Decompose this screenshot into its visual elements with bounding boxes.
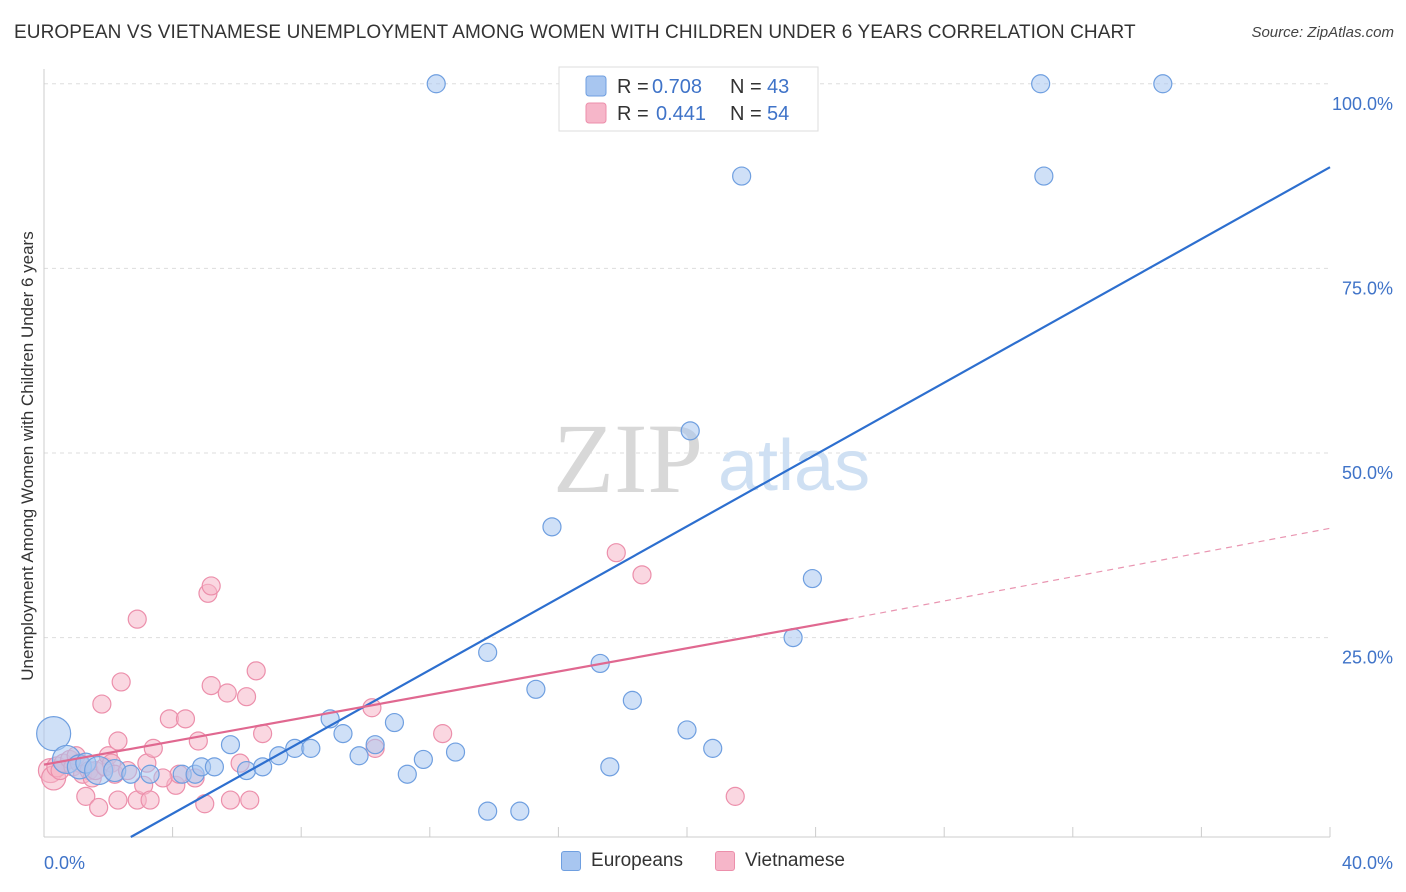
legend-n-label-1: N =	[730, 103, 762, 125]
european-point-34	[677, 720, 697, 740]
european-point-7	[140, 764, 160, 784]
european-point-37	[783, 628, 803, 648]
european-point-27	[478, 801, 498, 821]
european-point-43	[1153, 74, 1173, 94]
y-tick-label-0: 25.0%	[1342, 648, 1393, 668]
european-point-15	[269, 746, 289, 766]
vietnamese-point-30	[159, 709, 179, 729]
trend-lines	[43, 166, 1331, 838]
legend-n-label-0: N =	[730, 76, 762, 98]
european-point-29	[526, 679, 546, 699]
european-point-0	[36, 716, 72, 752]
european-point-24	[413, 749, 433, 770]
y-tick-label-3: 100.0%	[1332, 94, 1393, 114]
legend-item-europeans: Europeans	[561, 850, 683, 872]
europeans-label: Europeans	[591, 850, 683, 871]
european-point-25	[445, 742, 466, 762]
y-tick-label-1: 50.0%	[1342, 463, 1393, 483]
european-point-40	[732, 166, 752, 186]
vietnamese-point-39	[217, 683, 237, 703]
legend-n-value-1: 54	[767, 103, 789, 125]
european-point-26	[478, 642, 498, 662]
legend-item-vietnamese: Vietnamese	[714, 850, 845, 872]
legend-n-value-0: 43	[767, 76, 789, 98]
stats-legend: R = 0.708 N = 43 R = 0.441 N = 54	[558, 66, 819, 132]
european-point-20	[349, 746, 369, 766]
legend-r-value-1: 0.441	[656, 103, 706, 125]
vietnamese-swatch	[714, 851, 735, 871]
axes	[43, 69, 1331, 838]
european-point-6	[121, 764, 141, 784]
vietnamese-point-25	[127, 609, 147, 629]
vietnamese-point-28	[140, 790, 160, 810]
series-legend: Europeans Vietnamese	[0, 850, 1406, 872]
european-point-14	[253, 757, 273, 777]
vietnamese-point-15	[92, 694, 112, 714]
grid-lines	[44, 83, 1330, 639]
european-point-38	[802, 568, 822, 589]
european-point-30	[542, 517, 562, 537]
legend-r-value-0: 0.708	[652, 76, 702, 98]
european-trend-line	[130, 166, 1331, 838]
european-point-11	[204, 757, 224, 777]
chart-title: EUROPEAN VS VIETNAMESE UNEMPLOYMENT AMON…	[14, 22, 1136, 43]
european-point-35	[680, 421, 700, 441]
vietnamese-trend-line	[43, 618, 848, 766]
vietnamese-point-10	[76, 786, 96, 806]
x-tick-label-0: 0.0%	[44, 853, 85, 873]
vietnamese-point-51	[725, 786, 745, 806]
vietnamese-point-22	[111, 672, 131, 692]
watermark-zip: ZIP	[553, 403, 703, 514]
european-point-36	[703, 738, 723, 758]
vietnamese-point-37	[201, 576, 221, 596]
y-tick-label-2: 75.0%	[1342, 278, 1393, 298]
european-point-19	[333, 724, 353, 744]
legend-r-label-0: R =	[617, 76, 649, 98]
vietnamese-point-48	[433, 724, 453, 744]
european-point-33	[622, 690, 642, 710]
vietnamese-point-49	[606, 543, 626, 563]
european-point-21	[365, 735, 385, 755]
european-point-41	[1031, 74, 1051, 94]
vietnamese-point-50	[632, 565, 652, 585]
vietnamese-trend-extension	[847, 527, 1331, 620]
vietnamese-label: Vietnamese	[744, 850, 845, 871]
vietnamese-point-44	[246, 661, 266, 681]
watermark: ZIP atlas	[553, 403, 870, 514]
european-point-22	[384, 712, 405, 733]
european-point-12	[220, 735, 241, 755]
vietnamese-point-29	[143, 738, 163, 758]
europeans-swatch	[561, 851, 582, 871]
legend-swatch-vietnamese	[585, 102, 607, 124]
vietnamese-point-42	[236, 687, 257, 707]
tick-labels: 25.0% 50.0% 75.0% 100.0% 0.0% 40.0%	[44, 94, 1393, 873]
source-credit: Source: ZipAtlas.com	[1251, 24, 1394, 41]
european-point-28	[510, 801, 530, 821]
vietnamese-point-52	[195, 794, 215, 814]
vietnamese-point-33	[175, 709, 196, 729]
european-points	[36, 74, 1173, 821]
legend-r-label-1: R =	[617, 103, 649, 125]
vietnamese-point-21	[108, 731, 128, 751]
european-point-17	[301, 738, 321, 758]
x-tick-label-1: 40.0%	[1342, 853, 1393, 873]
vietnamese-point-14	[89, 797, 109, 818]
legend-swatch-europeans	[585, 75, 607, 97]
european-point-23	[397, 764, 417, 784]
european-point-39	[426, 74, 446, 94]
european-point-32	[600, 757, 620, 777]
vietnamese-point-43	[240, 790, 260, 810]
vietnamese-point-20	[108, 790, 128, 810]
vietnamese-point-40	[220, 790, 241, 810]
vietnamese-point-38	[201, 676, 221, 696]
european-point-42	[1034, 166, 1054, 186]
